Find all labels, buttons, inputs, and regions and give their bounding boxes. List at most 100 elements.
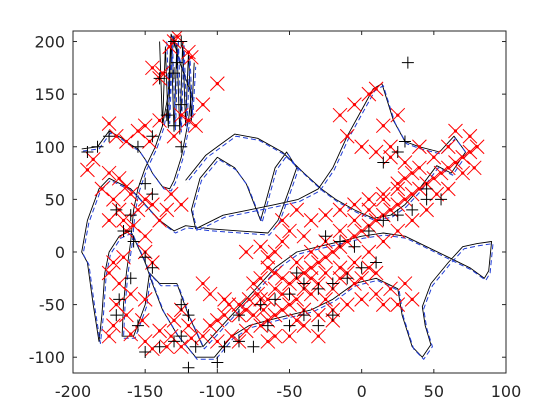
- x-marker-center: [247, 298, 250, 301]
- y-tick-label: 0: [55, 243, 65, 262]
- x-marker-center: [165, 208, 168, 211]
- x-marker-center: [129, 193, 132, 196]
- x-marker-center: [396, 114, 399, 117]
- x-marker-center: [295, 298, 298, 301]
- x-marker-center: [288, 335, 291, 338]
- x-marker-center: [382, 198, 385, 201]
- y-tick-label: 150: [34, 85, 65, 104]
- x-marker-center: [476, 145, 479, 148]
- x-marker-center: [180, 203, 183, 206]
- x-marker-center: [360, 277, 363, 280]
- x-marker-center: [118, 177, 121, 180]
- x-marker-center: [353, 261, 356, 264]
- x-marker-center: [144, 235, 147, 238]
- x-marker-center: [158, 219, 161, 222]
- x-marker-center: [425, 208, 428, 211]
- x-marker-center: [266, 266, 269, 269]
- x-marker-center: [107, 335, 110, 338]
- x-marker-center: [112, 261, 115, 264]
- x-marker-center: [375, 150, 378, 153]
- x-marker-center: [201, 103, 204, 106]
- x-marker-center: [338, 208, 341, 211]
- x-marker-center: [151, 66, 154, 69]
- x-tick-label: -150: [127, 382, 163, 401]
- x-marker-center: [107, 171, 110, 174]
- x-marker-center: [353, 203, 356, 206]
- y-tick-label: -50: [39, 296, 65, 315]
- x-marker-center: [100, 187, 103, 190]
- x-marker-center: [194, 124, 197, 127]
- x-marker-center: [324, 298, 327, 301]
- x-marker-center: [396, 303, 399, 306]
- x-marker-center: [144, 124, 147, 127]
- x-marker-center: [165, 345, 168, 348]
- x-marker-center: [132, 224, 135, 227]
- x-marker-center: [245, 250, 248, 253]
- x-marker-center: [92, 158, 95, 161]
- x-marker-center: [148, 140, 151, 143]
- x-marker-center: [115, 303, 118, 306]
- x-marker-center: [237, 303, 240, 306]
- y-tick-label: -100: [29, 348, 65, 367]
- x-marker-center: [190, 56, 193, 59]
- x-marker-center: [107, 219, 110, 222]
- x-tick-label: 100: [491, 382, 522, 401]
- x-marker-center: [107, 122, 110, 125]
- x-marker-center: [281, 308, 284, 311]
- x-marker-center: [201, 282, 204, 285]
- x-marker-center: [396, 182, 399, 185]
- x-marker-center: [346, 135, 349, 138]
- x-marker-center: [473, 166, 476, 169]
- x-marker-center: [180, 345, 183, 348]
- x-marker-center: [353, 219, 356, 222]
- x-marker-center: [125, 140, 128, 143]
- x-marker-center: [266, 256, 269, 259]
- x-marker-center: [118, 282, 121, 285]
- x-marker-center: [158, 119, 161, 122]
- x-tick-label: -100: [199, 382, 235, 401]
- x-marker-center: [129, 292, 132, 295]
- x-marker-center: [172, 319, 175, 322]
- x-marker-center: [461, 171, 464, 174]
- x-marker-center: [360, 298, 363, 301]
- x-tick-label: 0: [357, 382, 367, 401]
- y-tick-label: 50: [45, 190, 65, 209]
- x-marker-center: [403, 282, 406, 285]
- x-marker-center: [266, 298, 269, 301]
- x-marker-center: [141, 319, 144, 322]
- x-marker-center: [252, 282, 255, 285]
- x-marker-center: [223, 314, 226, 317]
- x-marker-center: [382, 124, 385, 127]
- x-marker-center: [125, 314, 128, 317]
- x-marker-center: [281, 292, 284, 295]
- x-marker-center: [435, 193, 438, 196]
- x-marker-center: [447, 187, 450, 190]
- x-marker-center: [468, 135, 471, 138]
- x-marker-center: [281, 240, 284, 243]
- x-marker-center: [187, 324, 190, 327]
- x-marker-center: [295, 208, 298, 211]
- x-marker-center: [360, 145, 363, 148]
- x-marker-center: [122, 256, 125, 259]
- x-marker-center: [367, 93, 370, 96]
- x-marker-center: [346, 303, 349, 306]
- x-marker-center: [262, 308, 265, 311]
- x-marker-center: [447, 145, 450, 148]
- x-marker-center: [403, 161, 406, 164]
- x-marker-center: [310, 277, 313, 280]
- x-tick-label: -50: [276, 382, 302, 401]
- x-marker-center: [375, 292, 378, 295]
- x-marker-center: [317, 335, 320, 338]
- x-marker-center: [223, 298, 226, 301]
- x-marker-center: [310, 292, 313, 295]
- x-marker-center: [411, 171, 414, 174]
- x-marker-center: [170, 193, 173, 196]
- x-marker-center: [367, 198, 370, 201]
- x-marker-center: [324, 214, 327, 217]
- x-marker-center: [310, 250, 313, 253]
- x-marker-center: [259, 245, 262, 248]
- x-marker-center: [107, 271, 110, 274]
- x-marker-center: [151, 347, 154, 350]
- x-marker-center: [273, 335, 276, 338]
